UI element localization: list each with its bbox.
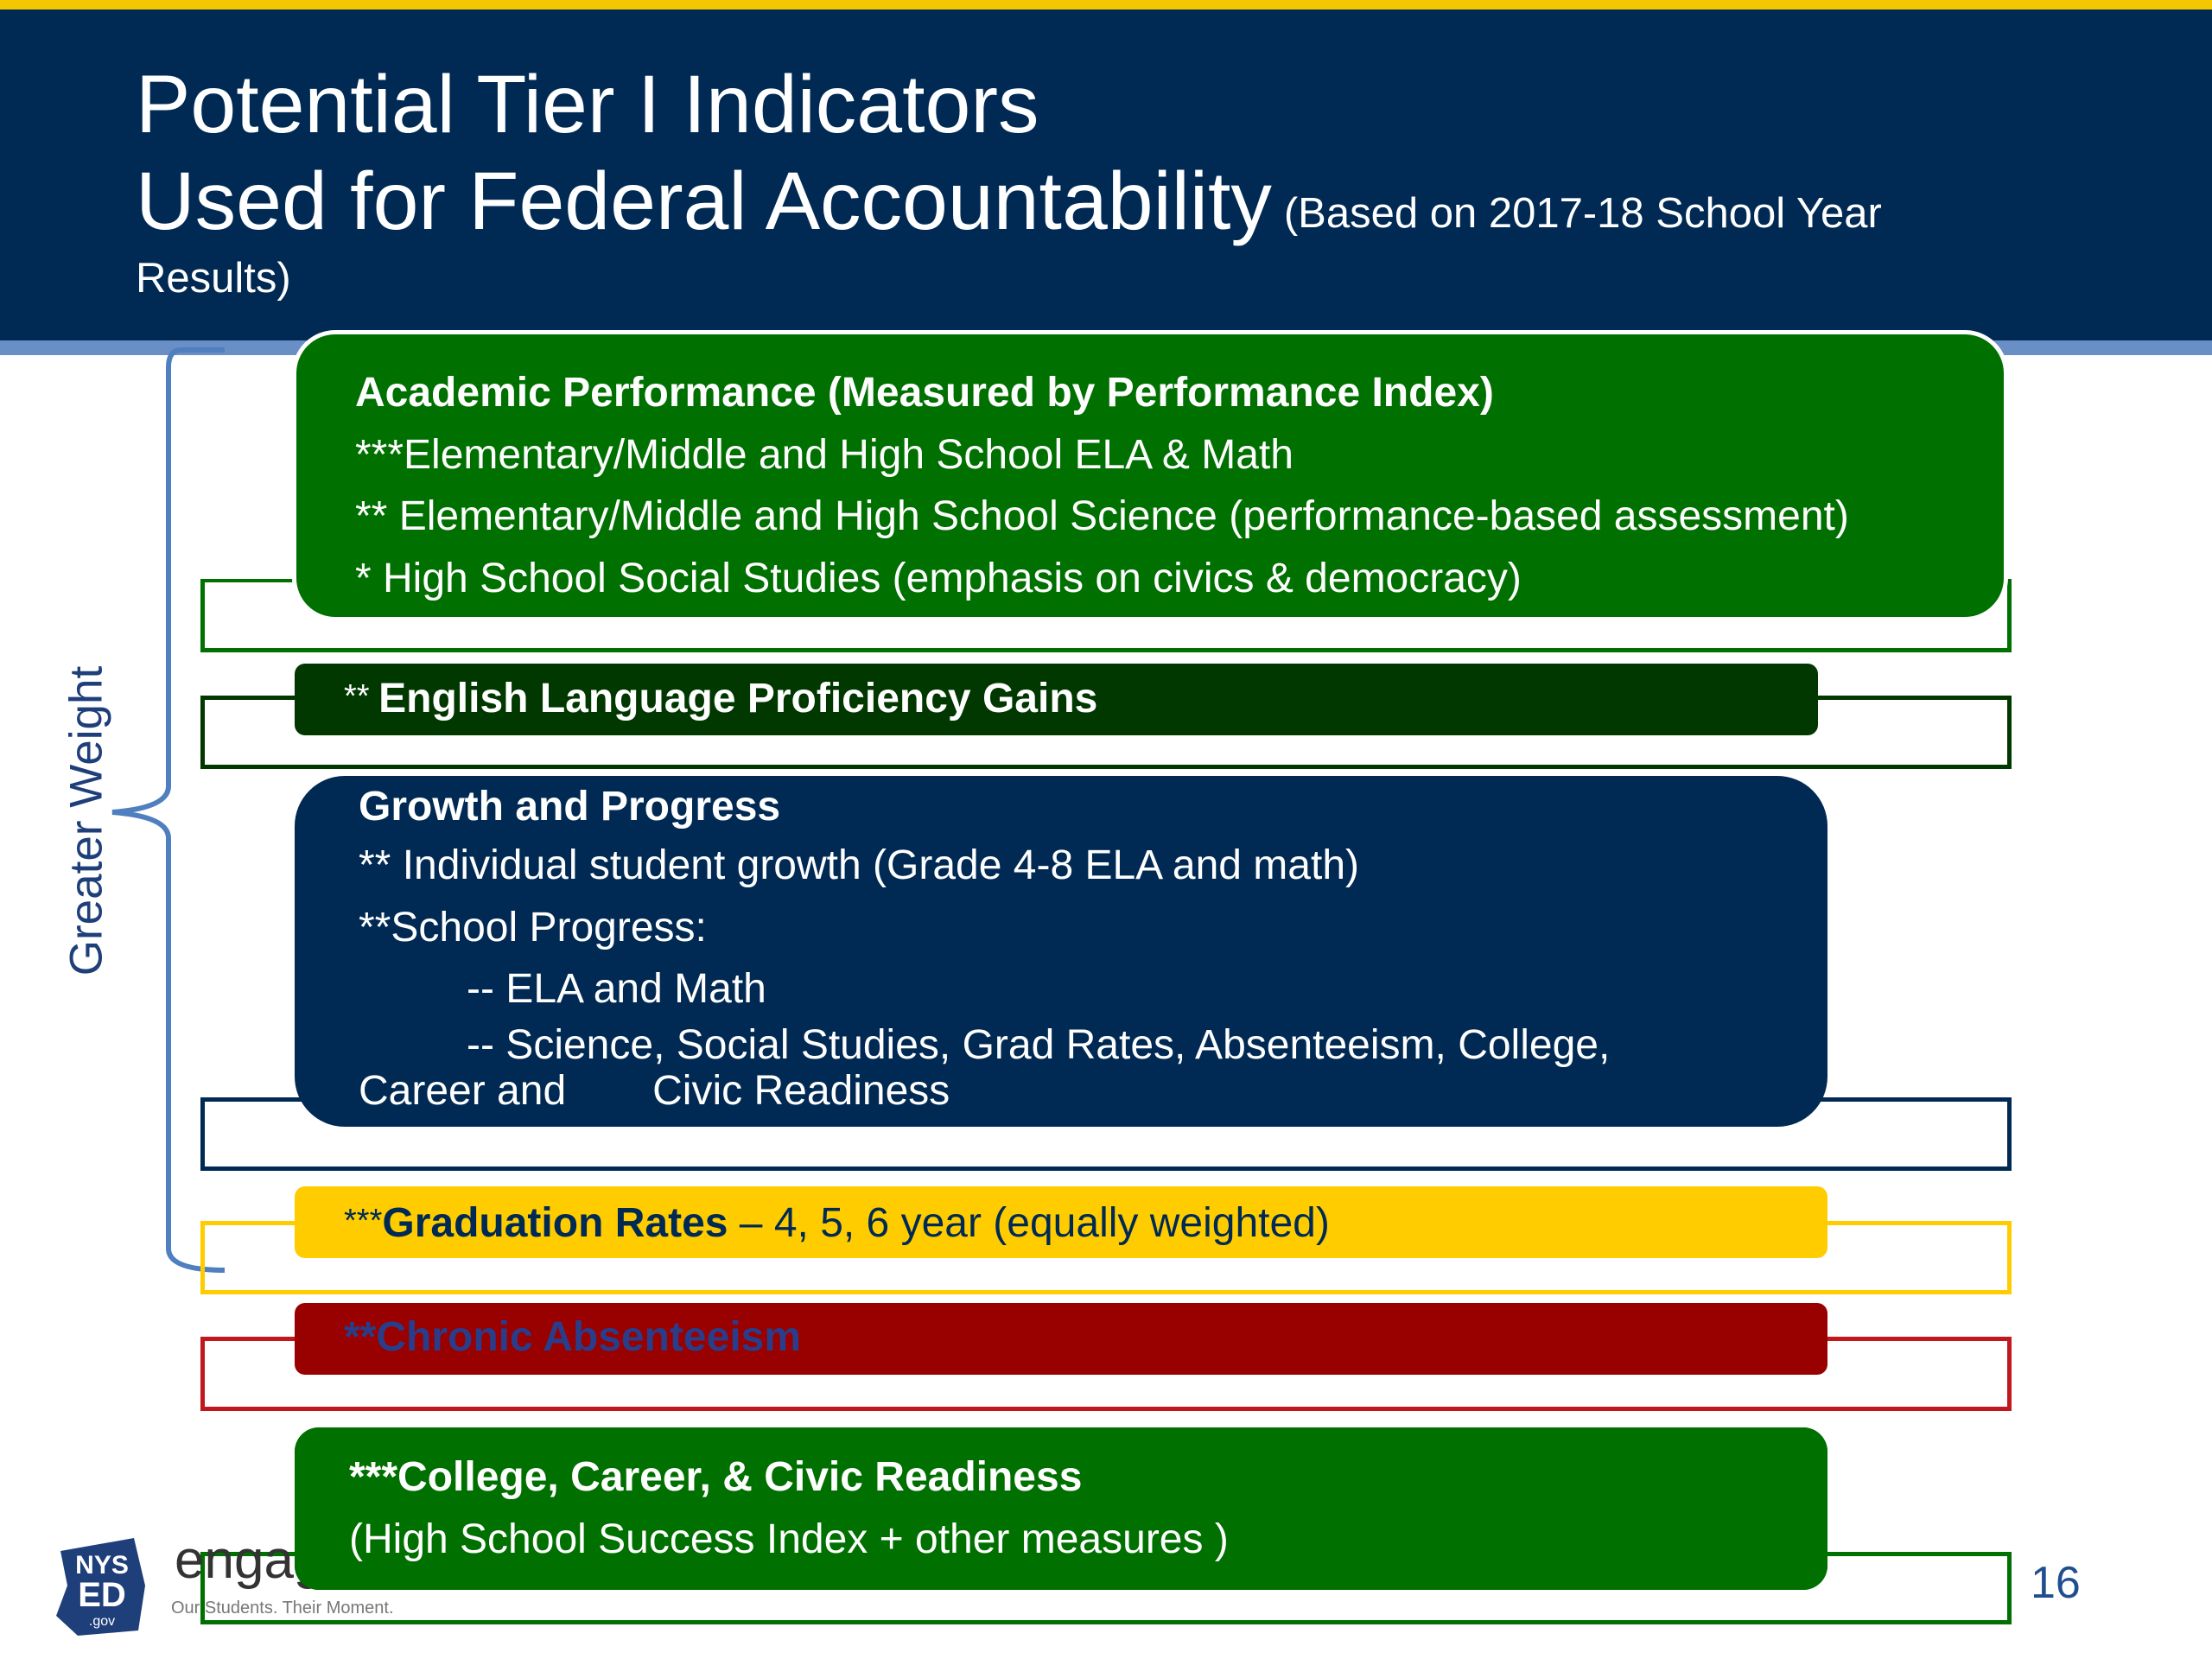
growth-school-progress: **School Progress:	[359, 904, 707, 950]
growth-progress-heading: Growth and Progress	[359, 784, 781, 830]
growth-individual: ** Individual student growth (Grade 4-8 …	[359, 842, 1359, 888]
logo-text-gov: .gov	[89, 1614, 115, 1629]
top-accent-line	[0, 0, 2212, 10]
logo-text-nys: NYS	[75, 1551, 129, 1580]
engage-tagline: Our Students. Their Moment.	[171, 1599, 394, 1618]
title-banner	[0, 10, 2212, 340]
academic-performance-heading: Academic Performance (Measured by Perfor…	[355, 370, 1494, 416]
academic-performance-science: ** Elementary/Middle and High School Sci…	[355, 493, 1849, 539]
page-number: 16	[2031, 1558, 2081, 1608]
greater-weight-bracket	[111, 347, 226, 1273]
elp-label: ** English Language Proficiency Gains	[344, 666, 1818, 730]
logo-text-ed: ED	[78, 1576, 126, 1614]
academic-performance-social-studies: * High School Social Studies (emphasis o…	[355, 555, 1522, 601]
graduation-label: ***Graduation Rates – 4, 5, 6 year (equa…	[344, 1186, 1827, 1258]
growth-readiness-part1: Career and	[359, 1067, 567, 1114]
growth-readiness-part2: Civic Readiness	[652, 1067, 950, 1114]
growth-readiness: Career and Civic Readiness	[359, 1067, 1827, 1114]
elp-box: ** English Language Proficiency Gains	[295, 664, 1818, 735]
growth-progress-box: Growth and Progress ** Individual studen…	[295, 776, 1827, 1127]
absenteeism-box: **Chronic Absenteeism	[295, 1303, 1827, 1375]
elp-label-text: English Language Proficiency Gains	[378, 676, 1098, 721]
slide-subtitle-continued: Results)	[136, 255, 291, 302]
nysed-logo: NYS ED .gov	[56, 1538, 145, 1636]
ccr-heading-overlay: ***College, Career, & Civic Readiness	[349, 1454, 1083, 1500]
ccr-box-overlay: ***College, Career, & Civic Readiness (H…	[295, 1427, 1827, 1590]
academic-performance-ela-math: ***Elementary/Middle and High School ELA…	[355, 431, 1294, 478]
graduation-detail: – 4, 5, 6 year (equally weighted)	[728, 1200, 1330, 1246]
academic-performance-box: Academic Performance (Measured by Perfor…	[292, 330, 2008, 621]
ccr-description-overlay: (High School Success Index + other measu…	[349, 1516, 1229, 1562]
slide-title-line1: Potential Tier I Indicators	[136, 59, 1039, 150]
absenteeism-label: **Chronic Absenteeism	[344, 1314, 802, 1360]
slide-title-text: Used for Federal Accountability	[136, 156, 1272, 247]
greater-weight-label: Greater Weight	[60, 665, 112, 976]
slide-subtitle: (Based on 2017-18 School Year	[1283, 190, 1882, 237]
slide-title-line2: Used for Federal Accountability (Based on…	[136, 154, 1882, 261]
graduation-label-text: Graduation Rates	[382, 1200, 728, 1246]
growth-other-measures: -- Science, Social Studies, Grad Rates, …	[467, 1021, 1611, 1068]
graduation-prefix: ***	[344, 1203, 383, 1239]
graduation-box: ***Graduation Rates – 4, 5, 6 year (equa…	[295, 1186, 1827, 1258]
growth-ela-math: -- ELA and Math	[467, 966, 766, 1012]
elp-prefix: **	[344, 678, 379, 715]
